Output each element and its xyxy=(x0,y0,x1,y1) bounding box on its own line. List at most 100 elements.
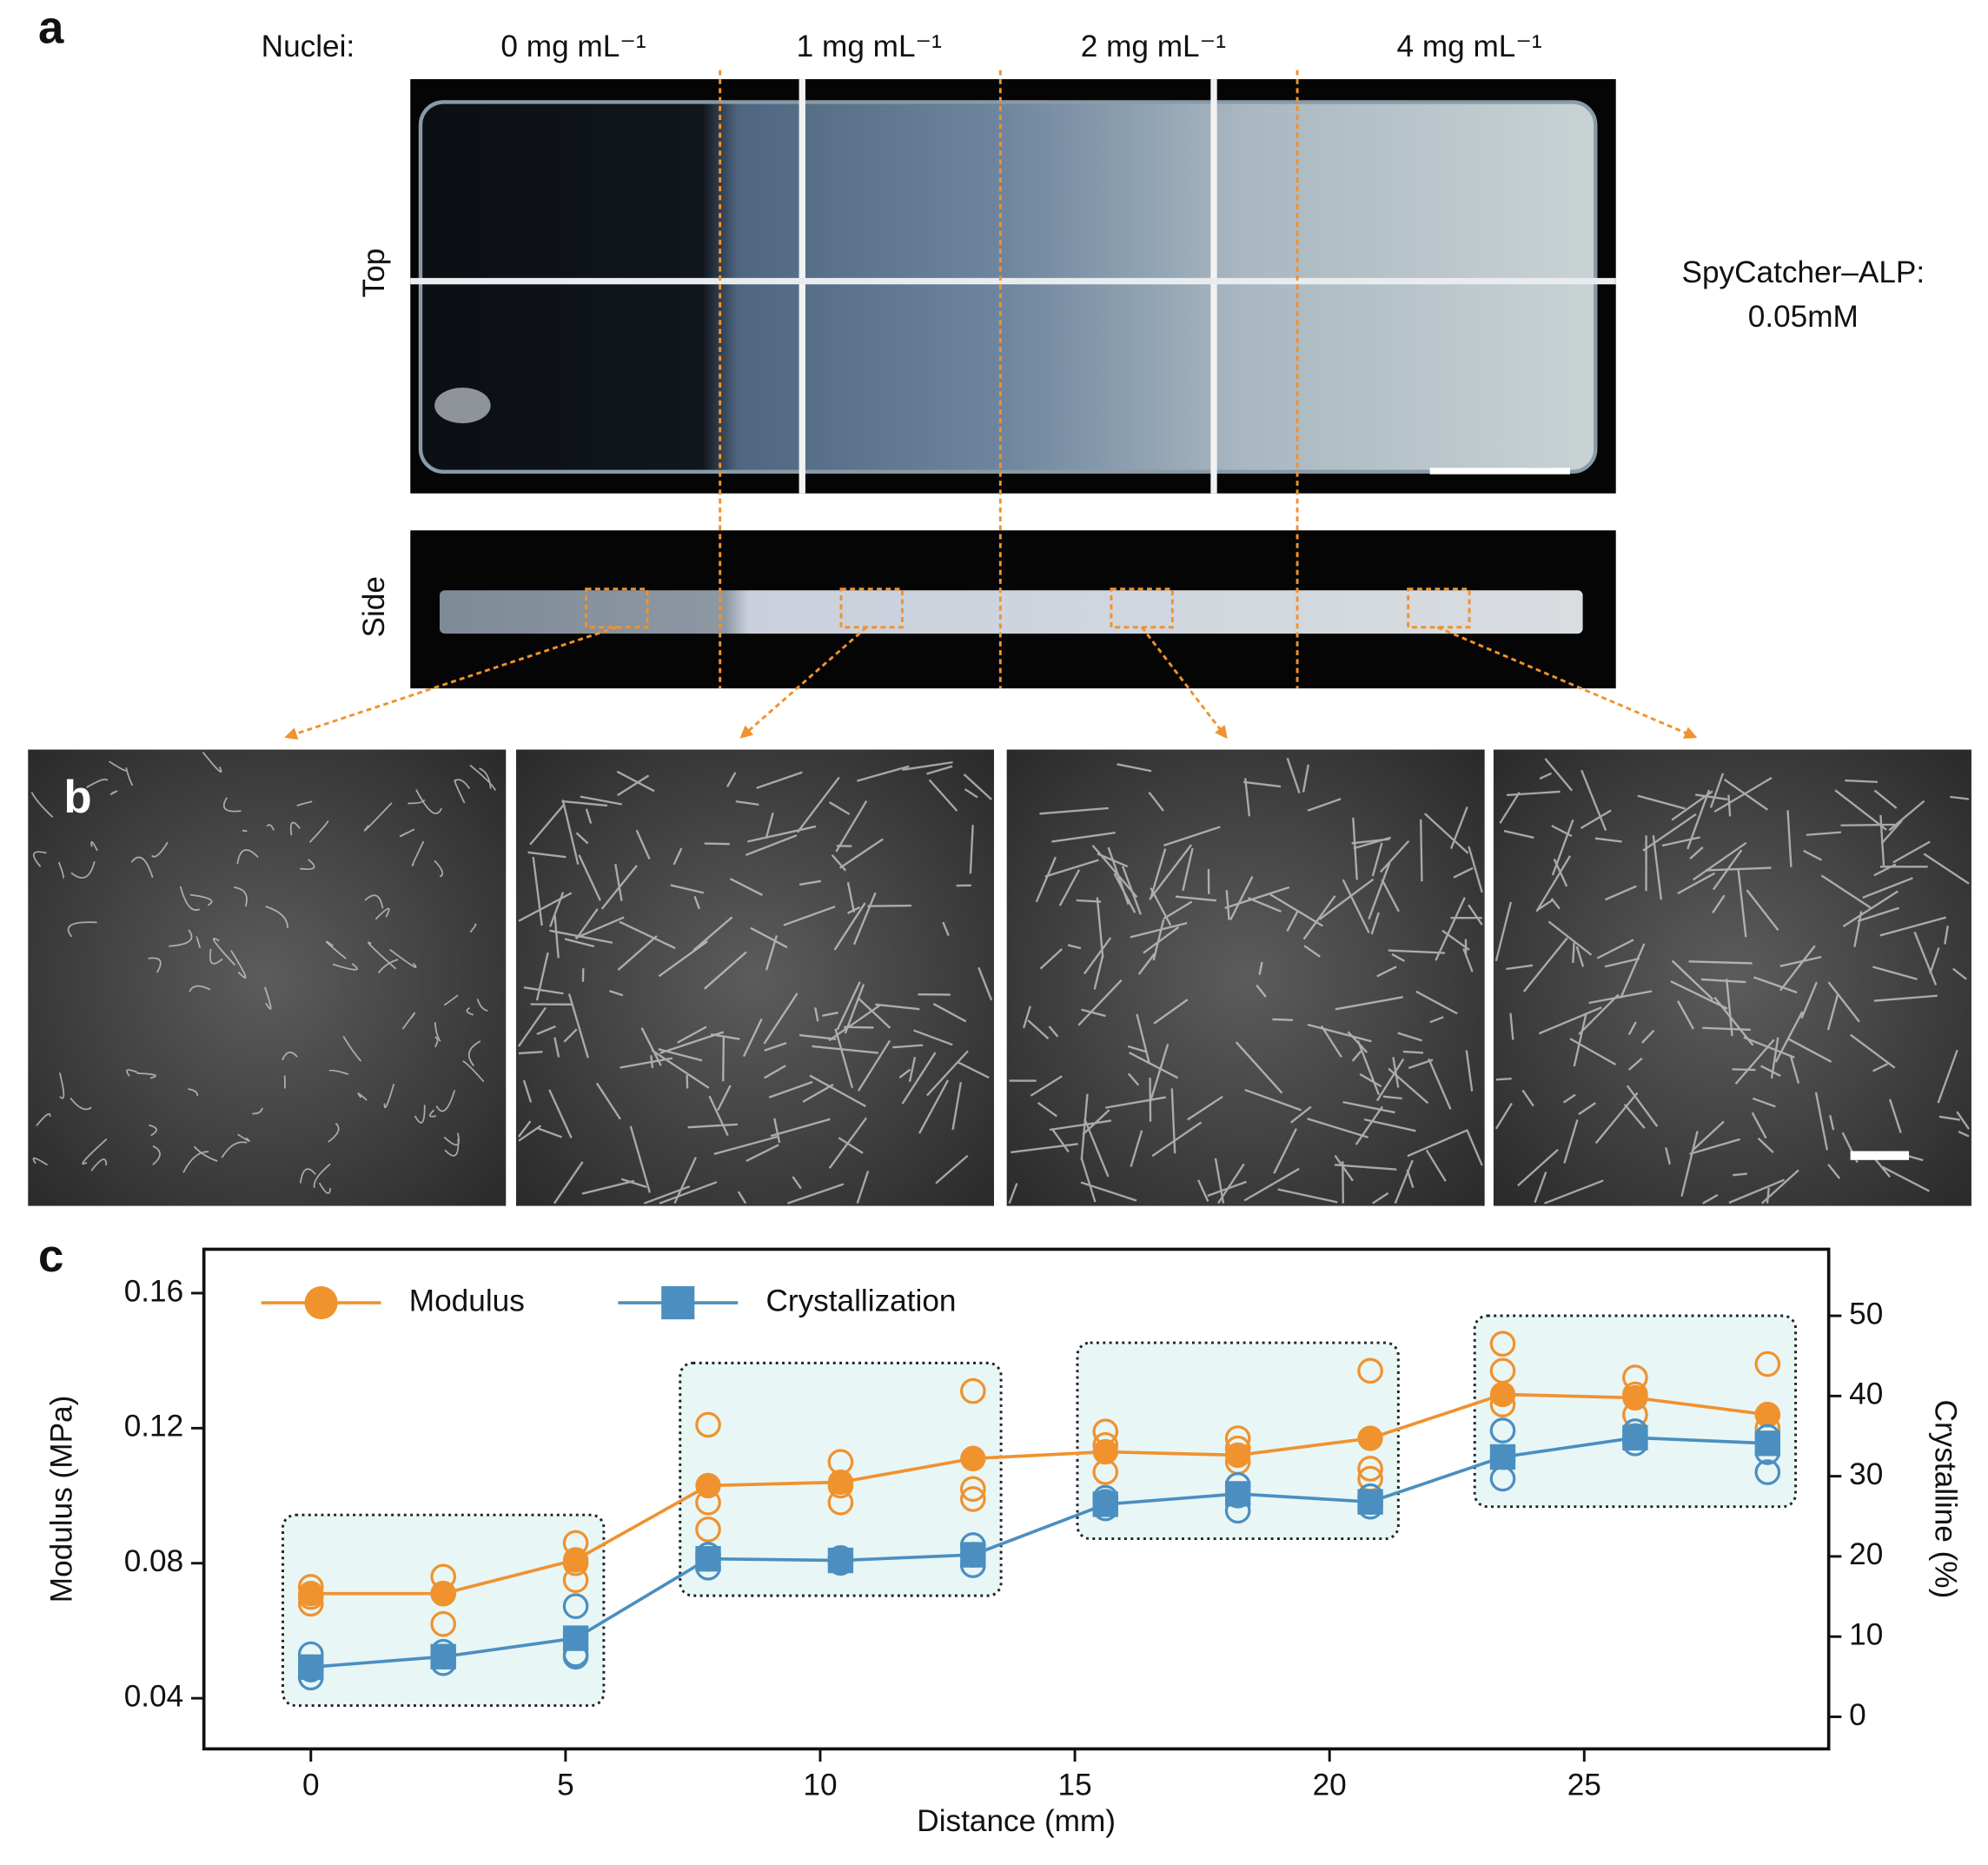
sem-crystal xyxy=(1627,1021,1637,1036)
sem-crystal xyxy=(1913,931,1938,986)
sem-crystal xyxy=(828,1117,867,1169)
sem-crystal xyxy=(1277,1188,1338,1204)
sem-crystal xyxy=(964,788,978,799)
sem-crystal xyxy=(926,1050,969,1097)
sem-crystal xyxy=(1105,1096,1166,1109)
sem-fold xyxy=(152,1145,161,1165)
sem-fold xyxy=(401,1012,415,1030)
replicate-point xyxy=(960,1476,986,1503)
sem-fold xyxy=(415,789,442,814)
sem-crystal xyxy=(1879,814,1885,866)
sem-crystal xyxy=(1256,984,1267,998)
sem-crystal xyxy=(549,892,565,927)
sem-crystal xyxy=(1779,955,1822,967)
sem-fold xyxy=(30,792,54,818)
enzyme-label: 0.05mM xyxy=(1748,300,1859,334)
sem-fold xyxy=(189,985,211,992)
sem-crystal xyxy=(1130,1130,1143,1167)
sem-crystal xyxy=(1182,847,1194,892)
sem-crystal xyxy=(1248,897,1282,913)
sem-crystal xyxy=(1746,889,1779,932)
sem-fold xyxy=(342,1036,362,1062)
mean-point xyxy=(298,1581,324,1607)
sem-crystal xyxy=(1037,1102,1057,1118)
sem-crystal xyxy=(1048,1025,1059,1038)
sem-crystal xyxy=(773,1118,781,1144)
sem-crystal xyxy=(1235,1041,1283,1094)
sem-crystal xyxy=(1302,895,1336,940)
sem-fold xyxy=(443,994,459,1006)
sem-crystal xyxy=(1039,948,1063,970)
sem-fold xyxy=(32,851,47,867)
sem-fold xyxy=(408,799,426,805)
sem-crystal xyxy=(1347,1031,1368,1053)
sem-crystal xyxy=(764,1065,786,1079)
sem-fold xyxy=(328,1069,349,1075)
sem-crystal xyxy=(1035,856,1057,903)
sem-crystal xyxy=(1081,1008,1106,1018)
replicate-point xyxy=(562,1593,589,1619)
sem-crystal xyxy=(1688,960,1753,965)
sem-crystal xyxy=(1435,897,1466,961)
x-axis-label: Distance (mm) xyxy=(917,1804,1116,1838)
sem-crystal xyxy=(1286,911,1299,932)
sem-crystal xyxy=(1163,900,1193,920)
sem-crystal xyxy=(1872,1157,1892,1178)
sem-crystal xyxy=(1359,1072,1382,1088)
sem-crystal xyxy=(1872,966,1918,980)
sem-crystal xyxy=(1829,1114,1835,1131)
sem-crystal xyxy=(1578,1102,1596,1116)
sem-crystal xyxy=(1149,844,1192,900)
sem-crystal xyxy=(1958,1130,1970,1138)
sem-crystal xyxy=(1580,769,1607,832)
sem-image xyxy=(1493,749,1971,1206)
sem-fold xyxy=(466,1006,474,1016)
concentration-label: 1 mg mL⁻¹ xyxy=(797,30,942,63)
sem-crystal xyxy=(1468,846,1483,893)
sem-crystal xyxy=(1712,894,1726,914)
sem-crystal xyxy=(1148,792,1164,812)
sem-crystal xyxy=(1521,1089,1534,1107)
sem-crystal xyxy=(857,1039,891,1092)
sem-crystal xyxy=(1580,809,1612,829)
sem-crystal xyxy=(1857,906,1900,923)
sem-fold xyxy=(435,1090,456,1112)
sem-crystal xyxy=(1080,1157,1097,1203)
mean-point xyxy=(1754,1430,1780,1457)
sem-crystal xyxy=(932,1003,967,1023)
sem-fold xyxy=(318,1182,331,1194)
sem-fold xyxy=(149,1124,157,1137)
sem-crystal xyxy=(617,774,650,797)
sem-fold xyxy=(36,1113,51,1127)
sem-crystal xyxy=(1113,873,1136,913)
sem-crystal xyxy=(1494,901,1513,962)
sem-fold xyxy=(299,1168,316,1184)
plot-frame xyxy=(202,1247,1831,1751)
y2-tick-label: 0 xyxy=(1849,1698,1866,1732)
sem-crystal xyxy=(1700,978,1746,984)
sem-crystal xyxy=(1289,1105,1312,1124)
concentration-label: 2 mg mL⁻¹ xyxy=(1081,30,1226,63)
sem-fold xyxy=(82,1138,108,1165)
sem-crystal xyxy=(1355,1105,1383,1145)
sem-fold xyxy=(125,767,134,786)
sem-crystal xyxy=(651,1049,710,1089)
group-box xyxy=(282,1513,606,1707)
sem-crystal xyxy=(1082,1109,1110,1136)
sem-crystal xyxy=(1862,877,1913,899)
sem-fold xyxy=(363,802,393,832)
sem-crystal xyxy=(792,1176,802,1190)
sem-crystal xyxy=(1803,849,1823,861)
sem-crystal xyxy=(523,986,564,995)
group-box xyxy=(1473,1314,1798,1509)
sem-crystal xyxy=(527,851,567,859)
sem-crystal xyxy=(1680,1131,1699,1197)
y2-tick-label: 20 xyxy=(1849,1537,1883,1571)
sem-crystal xyxy=(1743,1036,1795,1059)
sem-fold xyxy=(300,859,315,871)
sem-fold xyxy=(328,1122,340,1143)
sem-fold xyxy=(389,948,417,968)
sem-crystal xyxy=(532,856,543,926)
y2-tick-label: 50 xyxy=(1849,1297,1883,1331)
sem-crystal xyxy=(1827,1164,1841,1179)
